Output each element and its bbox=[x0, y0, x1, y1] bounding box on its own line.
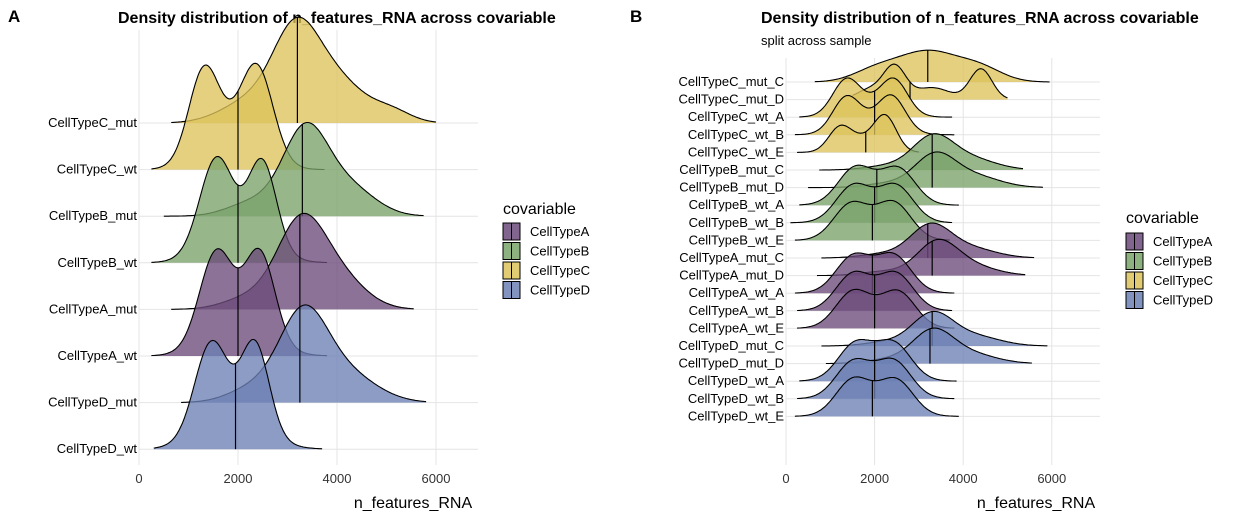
panel-b-subtitle: split across sample bbox=[761, 33, 872, 48]
panel-a-legend: covariable CellTypeA CellTypeB CellTypeC Ce… bbox=[502, 201, 590, 299]
y-label: CellTypeD_wt_B bbox=[688, 391, 784, 406]
density-ridge-CellTypeA_mut bbox=[171, 213, 414, 310]
x-tick-label: 4000 bbox=[949, 471, 978, 486]
density-ridge-CellTypeA_wt_A bbox=[794, 252, 955, 294]
y-label: CellTypeA_wt_B bbox=[689, 303, 784, 318]
panel-b-ridges bbox=[790, 49, 1050, 417]
density-outline-CellTypeD_wt_E bbox=[794, 376, 959, 417]
density-ridge-CellTypeD_wt_B bbox=[797, 358, 955, 399]
density-ridge-CellTypeB_mut bbox=[163, 122, 424, 217]
panel-b-title: Density distribution of n_features_RNA a… bbox=[761, 10, 1199, 27]
y-label: CellTypeD_mut_C bbox=[679, 338, 785, 353]
y-label: CellTypeC_wt bbox=[57, 162, 138, 177]
y-label: CellTypeD_wt_A bbox=[688, 373, 784, 388]
density-ridge-CellTypeB_mut_C bbox=[819, 133, 1023, 170]
density-outline-CellTypeD_wt_A bbox=[799, 338, 957, 382]
density-outline-CellTypeA_wt_B bbox=[797, 270, 953, 312]
legend-label: CellTypeD bbox=[530, 283, 590, 298]
y-label: CellTypeC_wt_B bbox=[688, 127, 784, 142]
density-outline-CellTypeC_mut_D bbox=[852, 63, 1008, 99]
density-outline-CellTypeD_wt bbox=[153, 338, 323, 450]
y-label: CellTypeA_wt_A bbox=[689, 285, 785, 300]
legend-label: CellTypeC bbox=[530, 263, 590, 278]
y-label: CellTypeA_wt_E bbox=[689, 320, 785, 335]
legend-label: CellTypeD bbox=[1153, 293, 1213, 308]
x-tick-label: 0 bbox=[135, 471, 142, 486]
density-outline-CellTypeC_wt_B bbox=[794, 94, 955, 136]
density-ridge-CellTypeB_mut_D bbox=[808, 151, 1043, 188]
density-ridge-CellTypeA_mut_D bbox=[817, 239, 1026, 276]
x-tick-label: 6000 bbox=[422, 471, 451, 486]
panel-letter-a: A bbox=[8, 7, 20, 26]
density-ridge-CellTypeD_mut bbox=[181, 304, 427, 403]
density-ridge-CellTypeC_mut_C bbox=[814, 50, 1050, 82]
y-label: CellTypeC_mut_C bbox=[679, 74, 785, 89]
panel-b-x-axis-title: n_features_RNA bbox=[977, 495, 1096, 512]
density-ridge-CellTypeB_wt_B bbox=[790, 183, 953, 223]
density-ridge-CellTypeA_wt_E bbox=[797, 289, 955, 329]
y-label: CellTypeD_wt bbox=[57, 441, 138, 456]
density-ridge-CellTypeD_mut_D bbox=[825, 328, 1032, 364]
y-label: CellTypeB_wt_B bbox=[689, 215, 784, 230]
panel-a-x-axis-title: n_features_RNA bbox=[354, 495, 473, 512]
y-label: CellTypeC_mut bbox=[48, 115, 137, 130]
density-ridge-CellTypeA_wt bbox=[151, 248, 328, 356]
density-ridge-CellTypeB_wt bbox=[151, 156, 328, 263]
y-label: CellTypeD_wt_E bbox=[688, 408, 784, 423]
y-label: CellTypeA_mut_D bbox=[679, 268, 784, 283]
y-label: CellTypeB_wt_E bbox=[689, 232, 785, 247]
legend-label: CellTypeB bbox=[1153, 254, 1212, 269]
density-outline-CellTypeD_wt_B bbox=[797, 357, 955, 400]
y-label: CellTypeB_wt_A bbox=[689, 197, 785, 212]
panel-a: A Density distribution of n_features_RNA… bbox=[8, 7, 590, 512]
y-label: CellTypeC_wt_A bbox=[688, 109, 784, 124]
density-outline-CellTypeC_wt_E bbox=[797, 113, 919, 153]
panel-a-x-ticks: 0 2000 4000 6000 bbox=[135, 471, 450, 486]
panel-b-legend-title: covariable bbox=[1126, 210, 1199, 227]
panel-letter-b: B bbox=[630, 7, 642, 26]
density-ridge-CellTypeD_wt_E bbox=[794, 376, 959, 417]
panel-b-legend: covariable CellTypeA CellTypeB CellTypeC Ce… bbox=[1125, 210, 1213, 309]
x-tick-label: 0 bbox=[782, 471, 789, 486]
panel-b-x-ticks: 0 2000 4000 6000 bbox=[782, 471, 1066, 486]
x-tick-label: 4000 bbox=[323, 471, 352, 486]
y-label: CellTypeC_mut_D bbox=[679, 92, 785, 107]
density-outline-CellTypeC_mut_C bbox=[814, 49, 1050, 83]
y-label: CellTypeB_wt bbox=[58, 255, 138, 270]
panel-a-title: Density distribution of n_features_RNA a… bbox=[118, 10, 556, 27]
density-ridge-CellTypeC_wt_E bbox=[797, 114, 919, 153]
panel-a-legend-title: covariable bbox=[503, 201, 576, 218]
panel-a-y-labels: CellTypeC_mut CellTypeC_wt CellTypeB_mut Ce… bbox=[48, 115, 137, 456]
x-tick-label: 2000 bbox=[860, 471, 889, 486]
y-label: CellTypeB_mut_C bbox=[679, 162, 784, 177]
panel-b: B Density distribution of n_features_RNA… bbox=[630, 7, 1213, 512]
panel-a-ridges bbox=[151, 16, 437, 450]
y-label: CellTypeA_mut bbox=[49, 301, 138, 316]
legend-label: CellTypeC bbox=[1153, 273, 1213, 288]
y-label: CellTypeD_mut bbox=[48, 395, 137, 410]
x-tick-label: 2000 bbox=[224, 471, 253, 486]
y-label: CellTypeA_mut_C bbox=[679, 250, 784, 265]
y-label: CellTypeD_mut_D bbox=[679, 356, 785, 371]
y-label: CellTypeB_mut_D bbox=[679, 180, 784, 195]
y-label: CellTypeA_wt bbox=[58, 348, 138, 363]
density-outline-CellTypeA_wt_A bbox=[794, 251, 955, 294]
panel-b-y-labels: CellTypeC_mut_C CellTypeC_mut_D CellTypeC_… bbox=[679, 74, 785, 423]
x-tick-label: 6000 bbox=[1037, 471, 1066, 486]
y-label: CellTypeC_wt_E bbox=[688, 144, 784, 159]
legend-label: CellTypeA bbox=[530, 224, 590, 239]
density-outline-CellTypeB_wt_B bbox=[790, 182, 953, 224]
legend-label: CellTypeA bbox=[1153, 234, 1213, 249]
legend-label: CellTypeB bbox=[530, 244, 589, 259]
density-outline-CellTypeB_wt_A bbox=[799, 164, 959, 206]
y-label: CellTypeB_mut bbox=[49, 208, 138, 223]
density-outline-CellTypeC_wt_A bbox=[799, 77, 953, 118]
density-ridge-CellTypeD_wt bbox=[153, 339, 323, 450]
